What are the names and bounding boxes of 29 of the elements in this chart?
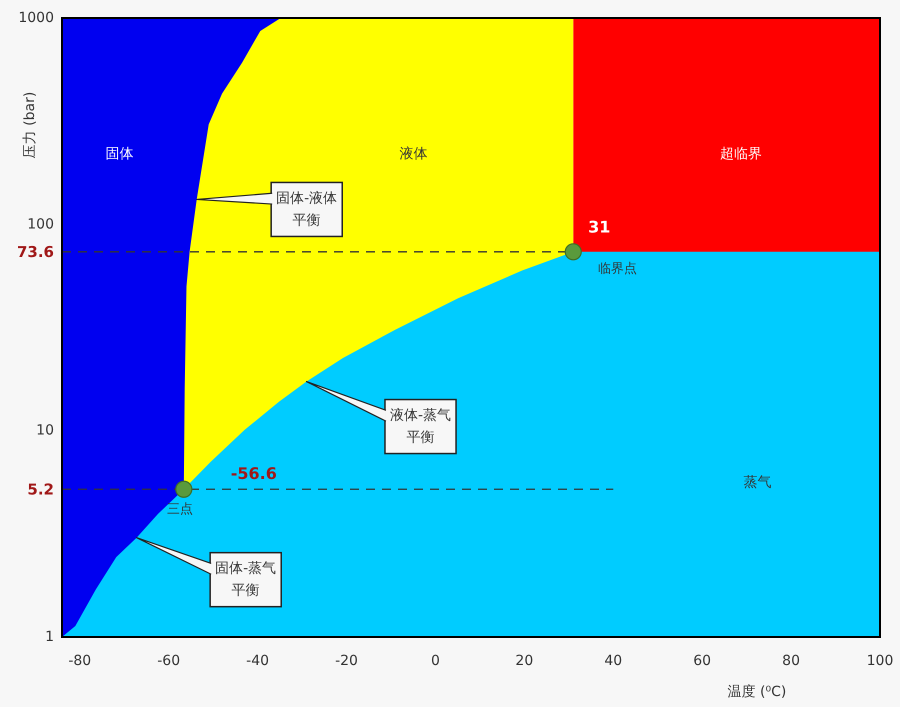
annotation: 三点 [166,502,193,517]
series-label: 液体 [400,146,428,162]
annotation: 固体-蒸气平衡 [215,560,276,599]
annotation: 固体-液体平衡 [276,190,338,228]
annotation: 31 [588,217,610,236]
x-tick-label: 100 [866,653,894,669]
y-tick-label: 100 [27,216,54,232]
x-tick-label: -80 [68,653,92,669]
y-tick-label: 5.2 [27,480,54,498]
x-tick-label: 40 [604,653,622,669]
y-tick-label: 73.6 [16,242,54,261]
y-tick-label: 1 [45,629,54,645]
x-tick-label: 20 [515,653,534,669]
x-tick-label: 0 [430,653,440,669]
series-label: 固体 [105,146,134,162]
x-axis-title: 温度 (⁰C) [728,684,786,700]
annotation: 临界点 [598,261,637,276]
x-tick-label: -40 [246,653,270,669]
y-tick-label: 1000 [18,10,54,26]
x-tick-label: 60 [693,653,712,669]
x-tick-label: -20 [335,653,358,669]
x-tick-label: 80 [782,653,800,669]
x-tick-label: -60 [157,653,180,669]
y-axis-title: 压力 (bar) [22,92,38,158]
annotation: -56.6 [230,464,277,483]
series-label: 蒸气 [743,474,772,490]
series-label: 超临界 [720,146,762,162]
y-tick-label: 10 [36,422,54,439]
annotation: 液体-蒸气平衡 [390,408,452,446]
